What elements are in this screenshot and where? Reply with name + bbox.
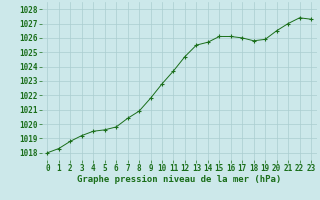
X-axis label: Graphe pression niveau de la mer (hPa): Graphe pression niveau de la mer (hPa): [77, 175, 281, 184]
